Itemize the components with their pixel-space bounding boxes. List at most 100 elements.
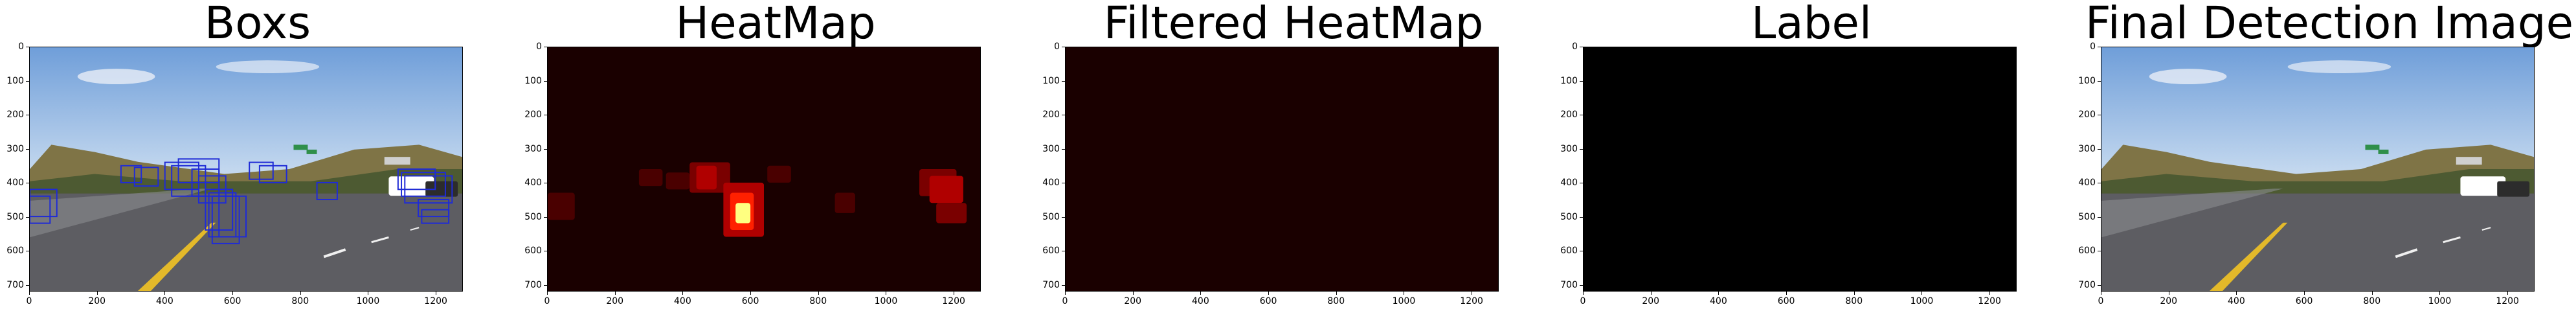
panel-boxs: Boxs 0 100 200 300 400 500 600 700 0 200 400 600 800 1… [0, 0, 515, 311]
white-lane-line [323, 248, 346, 259]
x-tick-label: 1000 [2428, 296, 2452, 306]
x-tick-label: 1200 [1460, 296, 1483, 306]
x-tick-mark [1989, 292, 1991, 295]
x-tick-label: 200 [606, 296, 624, 306]
x-tick-mark [2439, 292, 2441, 295]
y-tick-label: 500 [2078, 211, 2096, 222]
x-tick-label: 1200 [424, 296, 447, 306]
road-sign [293, 144, 308, 150]
x-tick-mark [1650, 292, 1652, 295]
y-tick-label: 300 [1042, 143, 1060, 154]
x-tick-mark [1200, 292, 1202, 295]
y-tick-label: 600 [6, 246, 24, 256]
x-tick-mark [1786, 292, 1787, 295]
image-filtered-heatmap [1065, 47, 1499, 292]
x-tick-mark [1921, 292, 1923, 295]
x-tick-mark [1065, 292, 1066, 295]
y-tick-label: 200 [2078, 109, 2096, 120]
y-tick-label: 100 [2078, 75, 2096, 86]
detection-box [316, 181, 338, 200]
x-tick-label: 800 [1327, 296, 1345, 306]
detection-box [120, 165, 142, 183]
x-tick-label: 200 [1642, 296, 1660, 306]
y-tick-label: 400 [524, 178, 542, 188]
y-tick-label: 600 [2078, 246, 2096, 256]
y-tick-label: 700 [2078, 279, 2096, 290]
y-tick-label: 500 [524, 211, 542, 222]
white-lane-line [2481, 227, 2491, 231]
road-sign [2378, 149, 2389, 154]
heat-blob [834, 192, 855, 213]
panel-title: Filtered HeatMap [1103, 0, 1484, 49]
y-tick-label: 600 [1560, 246, 1578, 256]
x-tick-label: 1000 [874, 296, 898, 306]
white-lane-line [410, 227, 420, 231]
x-tick-label: 600 [2295, 296, 2313, 306]
x-tick-label: 600 [1259, 296, 1277, 306]
x-tick-mark [164, 292, 166, 295]
detection-box [404, 175, 453, 204]
detection-box [401, 172, 446, 197]
white-lane-line [371, 236, 389, 244]
image-canvas [30, 47, 462, 291]
x-tick-label: 800 [2363, 296, 2381, 306]
detection-box [421, 209, 450, 224]
y-tick-label: 0 [18, 41, 24, 52]
cloud [2149, 69, 2227, 85]
detection-box [30, 189, 58, 218]
x-tick-label: 200 [2160, 296, 2178, 306]
car [388, 176, 434, 196]
image-heatmap [547, 47, 981, 292]
x-tick-label: 1000 [1392, 296, 1416, 306]
barrier [30, 189, 212, 238]
y-tick-label: 300 [2078, 143, 2096, 154]
trees [2101, 169, 2534, 201]
x-tick-label: 0 [2098, 296, 2104, 306]
x-tick-label: 600 [223, 296, 241, 306]
x-tick-mark [1583, 292, 1584, 295]
y-tick-label: 200 [6, 109, 24, 120]
y-tick-mark [1580, 216, 1583, 218]
y-tick-mark [1580, 80, 1583, 82]
y-tick-label: 0 [536, 41, 542, 52]
x-tick-label: 400 [1710, 296, 1727, 306]
image-fill [1584, 47, 2016, 291]
image-canvas [1584, 47, 2016, 291]
image-canvas [2101, 47, 2534, 291]
road [2101, 193, 2534, 291]
detection-box [258, 165, 287, 183]
panel-filtered-heatmap: Filtered HeatMap 0 100 200 300 400 500 600 700 0 2… [1036, 0, 1551, 311]
y-tick-label: 200 [1560, 109, 1578, 120]
x-tick-mark [547, 292, 548, 295]
x-tick-mark [2304, 292, 2305, 295]
detection-box [171, 165, 207, 197]
x-tick-label: 400 [1192, 296, 1209, 306]
detection-box [133, 167, 159, 187]
x-tick-mark [1854, 292, 1855, 295]
x-tick-label: 0 [1062, 296, 1068, 306]
y-tick-mark [1062, 284, 1065, 286]
detection-box [218, 195, 247, 238]
yellow-lane-line [138, 222, 216, 291]
x-tick-mark [300, 292, 301, 295]
building [384, 157, 410, 165]
car [2497, 181, 2530, 197]
x-tick-label: 200 [1124, 296, 1142, 306]
y-tick-label: 400 [2078, 178, 2096, 188]
heat-blob [638, 169, 663, 187]
cloud [216, 60, 320, 74]
heat-blob [936, 203, 967, 224]
x-tick-mark [750, 292, 752, 295]
x-tick-mark [2371, 292, 2373, 295]
x-tick-label: 200 [88, 296, 106, 306]
image-road-scene-final [2101, 47, 2535, 292]
barrier [2101, 189, 2283, 238]
y-tick-label: 400 [1560, 178, 1578, 188]
y-tick-mark [26, 216, 29, 218]
road-sign [306, 149, 317, 154]
trees [30, 169, 462, 201]
y-tick-label: 500 [1560, 211, 1578, 222]
x-tick-mark [2507, 292, 2509, 295]
x-tick-label: 800 [809, 296, 827, 306]
y-tick-mark [544, 80, 547, 82]
